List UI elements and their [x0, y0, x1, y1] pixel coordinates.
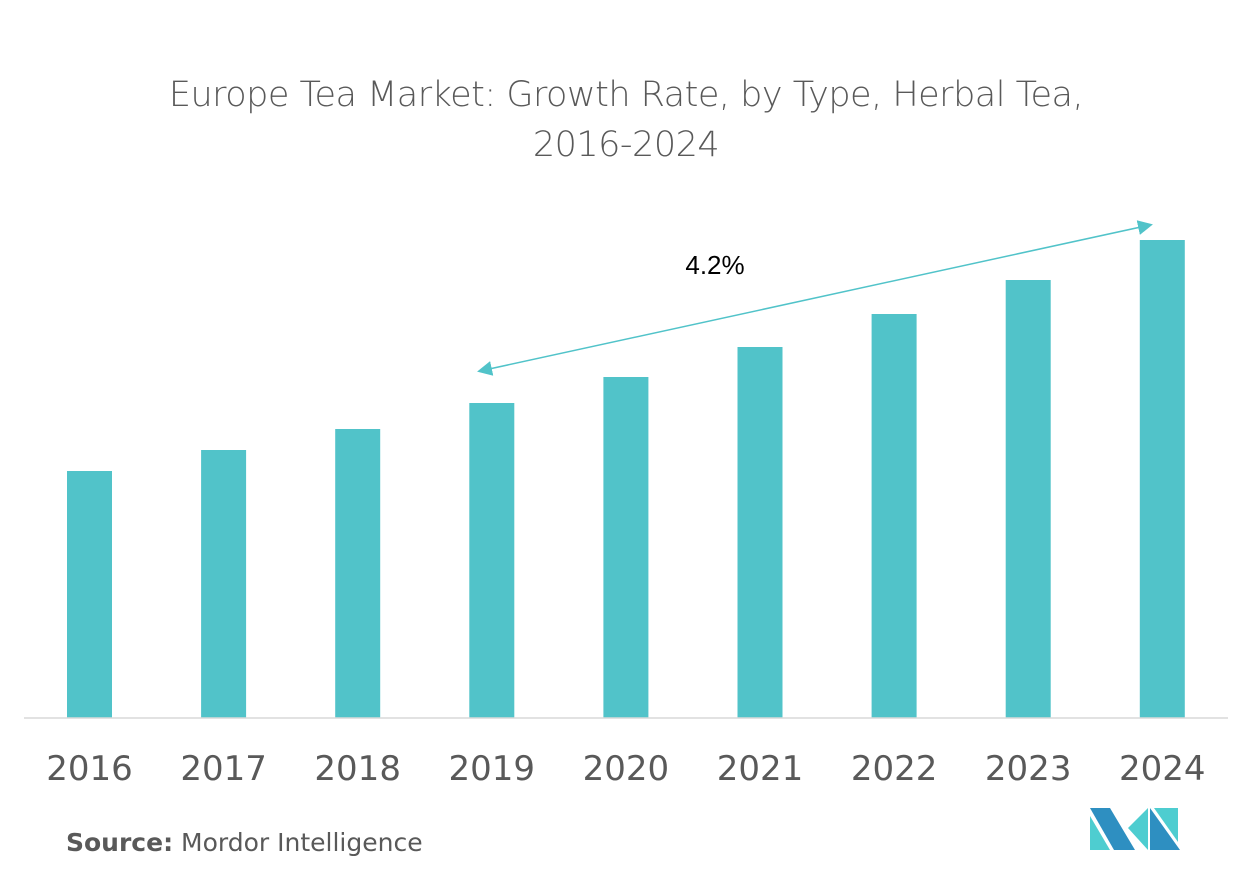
x-tick-label: 2024	[1119, 749, 1206, 789]
bar-2017	[201, 450, 247, 718]
mordor-logo	[1090, 808, 1180, 850]
x-tick-label: 2017	[180, 749, 267, 789]
bar-2024	[1139, 240, 1185, 718]
bar-2018	[335, 429, 381, 718]
bar-2021	[737, 347, 783, 718]
source-note: Source: Mordor Intelligence	[66, 828, 423, 857]
x-tick-label: 2019	[449, 749, 536, 789]
bar-2023	[1005, 280, 1051, 718]
x-tick-label: 2021	[717, 749, 804, 789]
x-tick-label: 2023	[985, 749, 1072, 789]
title-line-2: 2016-2024	[532, 125, 720, 165]
x-tick-label: 2018	[314, 749, 401, 789]
source-text: Mordor Intelligence	[181, 828, 423, 857]
cagr-label: 4.2%	[685, 250, 744, 280]
bar-2016	[67, 471, 112, 718]
source-label: Source:	[66, 828, 174, 857]
bar-2020	[603, 377, 649, 718]
bar-2022	[871, 314, 917, 718]
chart-title: Europe Tea Market: Growth Rate, by Type,…	[0, 70, 1252, 170]
x-tick-label: 2020	[583, 749, 670, 789]
bar-2019	[469, 403, 515, 718]
cagr-arrow	[477, 220, 1153, 376]
title-line-1: Europe Tea Market: Growth Rate, by Type,…	[168, 75, 1084, 115]
x-tick-label: 2022	[851, 749, 938, 789]
x-tick-label: 2016	[46, 749, 133, 789]
